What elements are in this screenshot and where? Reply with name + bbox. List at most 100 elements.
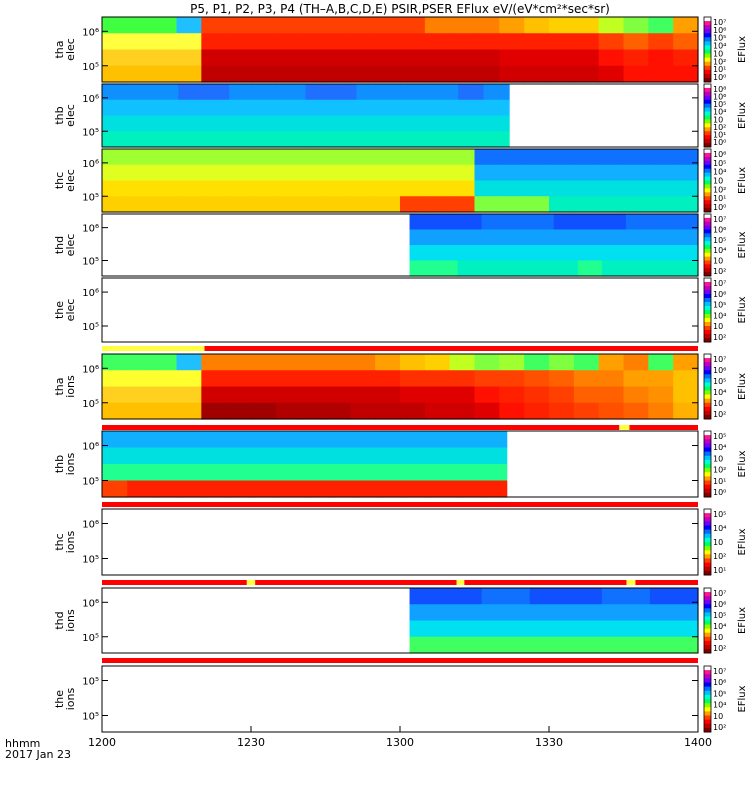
colorbar-swatch (704, 123, 711, 127)
heatmap-cell (674, 245, 699, 261)
heatmap-cell (410, 245, 435, 261)
panel-thd-elec: 10⁶10⁵thdelec10⁷10⁶10⁵10⁴10⁳10²EFlux (53, 214, 748, 277)
heatmap-cell (524, 196, 549, 212)
heatmap-cell (648, 50, 673, 67)
spectrogram-panels: 10⁶10⁵thaelec10⁷10⁶10⁵10⁴10⁳10²10¹10⁰EFl… (53, 17, 748, 733)
heatmap-cell (650, 214, 675, 230)
flag-segment (102, 580, 247, 585)
heatmap-cell (203, 431, 229, 448)
heatmap-cell (251, 33, 276, 50)
colorbar-swatch (704, 485, 711, 490)
heatmap-cell (475, 33, 500, 50)
colorbar-swatch (704, 711, 711, 716)
heatmap-cell (127, 448, 153, 465)
heatmap-cell (152, 33, 177, 50)
heatmap-cell (276, 196, 301, 212)
flag-segment (102, 346, 205, 351)
heatmap-cell (554, 588, 579, 605)
colorbar-swatch (704, 17, 711, 22)
heatmap-cell (574, 370, 599, 387)
colorbar-tick-label: 10⁳ (713, 633, 723, 642)
colorbar-swatch (704, 378, 711, 383)
heatmap-cell (425, 403, 450, 420)
heatmap-cell (301, 181, 326, 197)
heatmap-cell (650, 230, 675, 246)
y-tick-label: 10⁵ (82, 399, 99, 410)
heatmap-cell (301, 196, 326, 212)
heatmap-cell (331, 84, 357, 100)
heatmap-cell (574, 33, 599, 50)
colorbar-swatch (704, 521, 711, 526)
heatmap-cell (624, 149, 649, 165)
heatmap-cell (549, 387, 574, 404)
heatmap-cell (178, 84, 204, 100)
heatmap-cell (127, 84, 153, 100)
colorbar-swatch (704, 678, 711, 683)
colorbar-swatch (704, 173, 711, 177)
heatmap-cell (499, 149, 524, 165)
heatmap-cell (276, 165, 301, 181)
heatmap-cell (499, 33, 524, 50)
heatmap-cell (524, 66, 549, 83)
heatmap-cell (204, 131, 230, 147)
heatmap-cell (431, 431, 457, 448)
heatmap-cell (380, 464, 406, 481)
heatmap-cell (648, 17, 673, 34)
heatmap-cell (524, 33, 549, 50)
colorbar-swatch (704, 108, 711, 112)
colorbar-tick-label: 10⁶ (713, 366, 726, 375)
heatmap-cell (152, 403, 177, 420)
heatmap-cell (153, 481, 179, 498)
colorbar-swatch (704, 29, 711, 34)
colorbar-tick-label: 10² (713, 723, 726, 732)
time-axis: 1200 1230 1300 1330 1400 (88, 726, 712, 749)
heatmap-cell (410, 261, 435, 277)
heatmap-cell (102, 100, 128, 116)
heatmap-cell (102, 387, 127, 404)
heatmap-cell (549, 165, 574, 181)
y-tick-label: 10⁵ (82, 712, 99, 723)
y-tick-label: 10⁶ (82, 224, 99, 235)
colorbar-swatch (704, 214, 711, 218)
heatmap-cell (650, 245, 675, 261)
flag-segment (626, 580, 635, 585)
colorbar-swatch (704, 468, 711, 473)
heatmap-cell (382, 84, 408, 100)
panel-thd-ions: 10⁶10⁵thdions10⁷10⁶10⁵10⁴10⁳10²EFlux (53, 588, 748, 654)
heatmap-cell (433, 131, 459, 147)
heatmap-cell (254, 448, 280, 465)
heatmap-cell (481, 464, 507, 481)
heatmap-cell (410, 588, 435, 605)
heatmap-cell (602, 637, 627, 654)
colorbar-swatch (704, 382, 711, 387)
heatmap-cell (407, 116, 433, 132)
heatmap-cell (201, 33, 226, 50)
heatmap-cell (674, 637, 699, 654)
heatmap-cell (475, 66, 500, 83)
colorbar-tick-label: 10² (713, 466, 726, 475)
heatmap-cell (306, 116, 332, 132)
colorbar-swatch (704, 411, 711, 416)
heatmap-cell (326, 387, 351, 404)
heatmap-cell (201, 50, 226, 67)
heatmap-cell (475, 181, 500, 197)
heatmap-cell (276, 181, 301, 197)
heatmap-cell (624, 33, 649, 50)
colorbar-tick-label: 10⁳ (713, 399, 723, 408)
heatmap-cell (375, 387, 400, 404)
colorbar-swatch (704, 322, 711, 327)
heatmap-cell (306, 84, 332, 100)
heatmap-cell (301, 370, 326, 387)
flag-segment (205, 346, 698, 351)
y-tick-label: 10⁶ (82, 94, 99, 105)
heatmap-cell (574, 50, 599, 67)
colorbar-swatch (704, 298, 711, 303)
colorbar-label: EFlux (737, 685, 748, 712)
colorbar-swatch (704, 476, 711, 481)
colorbar-swatch (704, 608, 711, 613)
heatmap-cell (433, 116, 459, 132)
heatmap-cell (499, 17, 524, 34)
heatmap-cell (425, 66, 450, 83)
colorbar-tick-label: 10⁴ (713, 524, 726, 533)
heatmap-cell (331, 116, 357, 132)
